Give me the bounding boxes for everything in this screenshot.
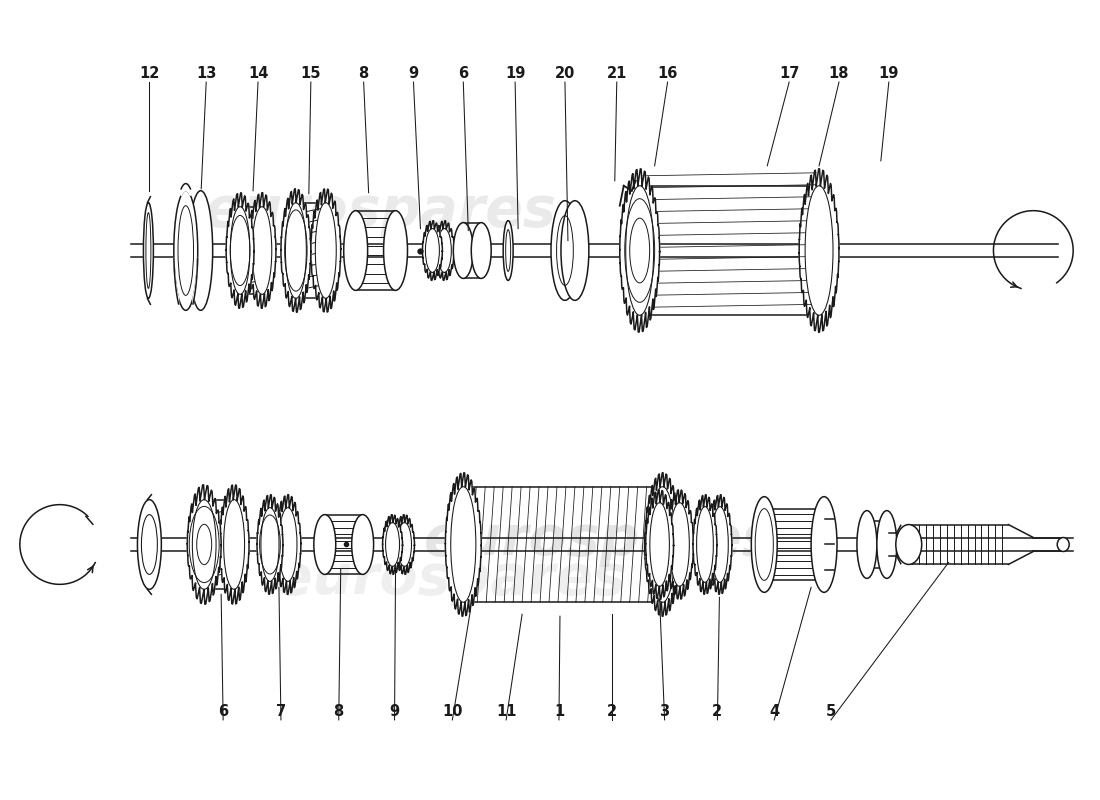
Text: 7: 7 [276, 704, 286, 719]
Ellipse shape [471, 222, 492, 278]
Ellipse shape [285, 202, 306, 298]
Ellipse shape [352, 514, 374, 574]
Polygon shape [187, 485, 221, 604]
Ellipse shape [650, 502, 670, 586]
Text: 12: 12 [140, 66, 159, 81]
Ellipse shape [503, 221, 513, 281]
Polygon shape [219, 485, 249, 604]
Text: 3: 3 [660, 704, 670, 719]
Text: 16: 16 [658, 66, 678, 81]
Text: 13: 13 [196, 66, 217, 81]
Ellipse shape [438, 229, 451, 273]
Text: eurospares: eurospares [206, 184, 556, 238]
Text: 10: 10 [442, 704, 463, 719]
Ellipse shape [551, 201, 579, 300]
Text: 8: 8 [333, 704, 344, 719]
Text: 8: 8 [359, 66, 369, 81]
Text: 6: 6 [218, 704, 228, 719]
Ellipse shape [805, 186, 833, 315]
Text: 19: 19 [505, 66, 526, 81]
Text: 11: 11 [496, 704, 516, 719]
Polygon shape [227, 193, 254, 308]
Text: 20: 20 [554, 66, 575, 81]
Polygon shape [174, 258, 178, 304]
Ellipse shape [1057, 538, 1069, 551]
Text: 4: 4 [769, 704, 779, 719]
Polygon shape [275, 494, 301, 594]
Polygon shape [799, 169, 839, 332]
Polygon shape [192, 258, 198, 304]
Ellipse shape [877, 510, 896, 578]
Polygon shape [666, 490, 693, 599]
Text: eurospares: eurospares [275, 552, 626, 606]
Ellipse shape [670, 502, 690, 586]
Text: 15: 15 [300, 66, 321, 81]
Text: 14: 14 [248, 66, 268, 81]
Ellipse shape [384, 210, 407, 290]
Ellipse shape [811, 497, 837, 592]
Ellipse shape [314, 514, 336, 574]
Polygon shape [434, 221, 454, 280]
Ellipse shape [626, 186, 653, 315]
Ellipse shape [397, 522, 411, 566]
Ellipse shape [895, 525, 922, 565]
Text: 2: 2 [607, 704, 617, 719]
Text: 6: 6 [459, 66, 469, 81]
Polygon shape [422, 221, 442, 280]
Polygon shape [249, 193, 276, 308]
Ellipse shape [316, 202, 337, 298]
Polygon shape [693, 494, 717, 594]
Polygon shape [646, 490, 673, 599]
Ellipse shape [252, 206, 272, 294]
Ellipse shape [561, 201, 588, 300]
Ellipse shape [650, 486, 675, 602]
Ellipse shape [696, 506, 713, 582]
Polygon shape [257, 494, 283, 594]
Polygon shape [311, 189, 341, 312]
Polygon shape [708, 494, 732, 594]
Ellipse shape [143, 202, 153, 298]
Text: 9: 9 [408, 66, 418, 81]
Polygon shape [383, 514, 403, 574]
Polygon shape [645, 473, 681, 616]
Text: 21: 21 [606, 66, 627, 81]
Ellipse shape [278, 508, 297, 582]
Text: 19: 19 [879, 66, 899, 81]
Polygon shape [446, 473, 481, 616]
Text: 2: 2 [713, 704, 723, 719]
Ellipse shape [751, 497, 778, 592]
Text: 9: 9 [389, 704, 399, 719]
Text: 1: 1 [553, 704, 564, 719]
Text: eurospares: eurospares [425, 513, 776, 566]
Polygon shape [182, 184, 190, 195]
Text: 5: 5 [826, 704, 836, 719]
Polygon shape [619, 169, 660, 332]
Ellipse shape [712, 506, 728, 582]
Polygon shape [395, 514, 415, 574]
Ellipse shape [174, 190, 198, 310]
Ellipse shape [189, 190, 212, 310]
Ellipse shape [223, 500, 244, 590]
Text: 17: 17 [779, 66, 800, 81]
Ellipse shape [142, 514, 157, 574]
Ellipse shape [192, 500, 216, 590]
Text: 18: 18 [828, 66, 849, 81]
Ellipse shape [138, 500, 162, 590]
Ellipse shape [451, 486, 476, 602]
Polygon shape [280, 189, 311, 312]
Ellipse shape [426, 229, 439, 273]
Ellipse shape [261, 508, 279, 582]
Ellipse shape [386, 522, 399, 566]
Ellipse shape [857, 510, 877, 578]
Ellipse shape [343, 210, 367, 290]
Ellipse shape [230, 206, 250, 294]
Ellipse shape [453, 222, 473, 278]
